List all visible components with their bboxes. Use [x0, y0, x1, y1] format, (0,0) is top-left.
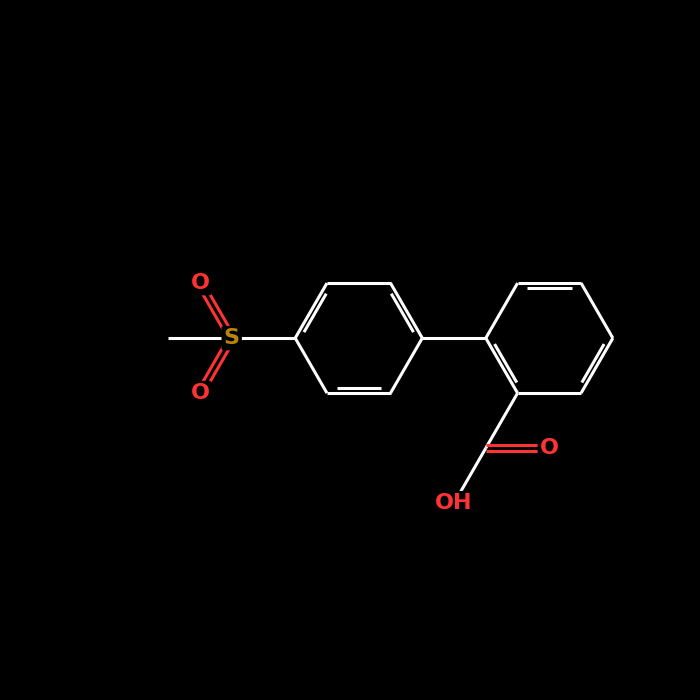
- Text: O: O: [540, 438, 559, 458]
- Text: O: O: [190, 383, 209, 403]
- Text: O: O: [190, 273, 209, 293]
- Text: OH: OH: [435, 493, 472, 513]
- Text: S: S: [224, 328, 239, 348]
